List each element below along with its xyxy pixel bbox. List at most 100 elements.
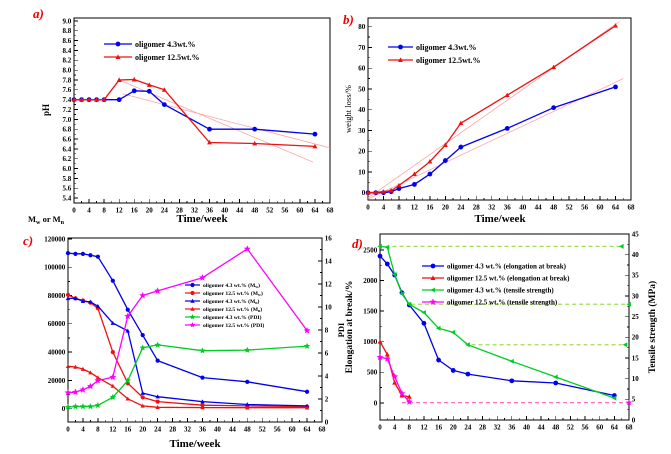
svg-text:45: 45	[632, 230, 640, 238]
svg-text:10: 10	[358, 168, 366, 176]
panel-b: 0 4 8 12 16 20 24 28 32 36 40 44 48 52 56 60 64 68Time/we…	[343, 12, 635, 225]
svg-text:8: 8	[325, 326, 329, 334]
svg-text:7.8: 7.8	[62, 76, 71, 84]
y-axis-left-c: 0 20000 40000 60000 80000 100000 120000	[44, 235, 72, 413]
svg-text:6.0: 6.0	[62, 165, 71, 173]
svg-text:6.2: 6.2	[62, 155, 71, 163]
panel-c: 0 4 8 12 16 20 24 28 32 36 40 44 48 52 56 60 64 68Time/we…	[23, 214, 346, 450]
legend-item-oligomer-12.5-wt.-m-w: oligomer 12.5 wt.% (Mw)	[185, 290, 263, 297]
svg-text:48: 48	[244, 426, 252, 434]
x-axis-b: 0 4 8 12 16 20 24 28 32 36 40 44 48 52 56 60 64 68Time/we…	[366, 196, 635, 225]
svg-text:14: 14	[325, 257, 333, 265]
legend-item-oligomer-12.5-wt.-pdi: oligomer 12.5 wt.% (PDI)	[185, 322, 264, 329]
legend-item-oligomer-12.5-wt.-tensile-strength: oligomer 12.5 wt.% (tensile strength)	[422, 298, 558, 307]
svg-text:oligomer 12.5 wt.% (PDI): oligomer 12.5 wt.% (PDI)	[203, 322, 264, 329]
series-oligomer-4.3-wt.-pdi	[64, 341, 311, 410]
svg-text:16: 16	[124, 426, 132, 434]
svg-text:16: 16	[435, 424, 443, 432]
svg-text:32: 32	[191, 207, 199, 215]
svg-text:40: 40	[214, 426, 222, 434]
svg-text:a): a)	[33, 6, 44, 21]
svg-text:oligomer 4.3 wt.% (Mw): oligomer 4.3 wt.% (Mw)	[203, 282, 260, 289]
svg-text:40000: 40000	[48, 349, 66, 357]
svg-text:32: 32	[184, 426, 192, 434]
y-axis-right-c: 0 2 4 6 8 10 12 14 16 PDI	[318, 234, 346, 426]
legend-item-oligomer-12.5-wt.-m-n: oligomer 12.5 wt.% (Mn)	[185, 306, 262, 313]
svg-text:8: 8	[102, 207, 106, 215]
svg-text:c): c)	[23, 233, 33, 248]
x-axis-c: 0 4 8 12 16 20 24 28 32 36 40 44 48 52 56 60 64 68Time/we…	[66, 418, 326, 450]
svg-text:oligomer 12.5 wt.% (elongation: oligomer 12.5 wt.% (elongation at break)	[447, 275, 570, 283]
svg-text:oligomer 4.3 wt.% (PDI): oligomer 4.3 wt.% (PDI)	[203, 314, 262, 321]
y-axis-left-d: 0 500 1000 1500 2000 2500 Elongation at break/…	[345, 246, 384, 407]
svg-text:4: 4	[382, 204, 386, 212]
svg-text:10: 10	[632, 375, 640, 383]
series-oligomer-4.3-wt.-tensile-strength	[377, 243, 617, 401]
svg-text:36: 36	[504, 204, 512, 212]
svg-text:12: 12	[411, 204, 419, 212]
svg-text:100000: 100000	[44, 264, 66, 272]
svg-text:52: 52	[266, 207, 274, 215]
svg-text:0: 0	[366, 204, 370, 212]
svg-text:0: 0	[325, 418, 329, 426]
svg-text:52: 52	[566, 204, 574, 212]
svg-text:68: 68	[319, 426, 327, 434]
svg-text:32: 32	[494, 424, 502, 432]
svg-text:64: 64	[311, 207, 319, 215]
svg-text:56: 56	[582, 424, 590, 432]
svg-text:48: 48	[550, 204, 558, 212]
svg-text:36: 36	[508, 424, 516, 432]
legend-b: oligomer 4.3wt.% oligomer 12.5wt.%	[388, 43, 481, 65]
svg-text:68: 68	[327, 207, 335, 215]
svg-text:60: 60	[358, 65, 366, 73]
svg-text:oligomer 12.5 wt.% (tensile st: oligomer 12.5 wt.% (tensile strength)	[447, 299, 558, 307]
svg-text:oligomer 4.3wt.%: oligomer 4.3wt.%	[135, 40, 196, 49]
series-oligomer-12.5-wt.-tensile-strength	[376, 353, 413, 405]
svg-text:44: 44	[236, 207, 244, 215]
svg-text:oligomer 4.3 wt.% (Mn): oligomer 4.3 wt.% (Mn)	[203, 298, 259, 305]
svg-text:b): b)	[343, 12, 354, 27]
svg-text:4: 4	[393, 424, 397, 432]
svg-text:44: 44	[535, 204, 543, 212]
x-axis-a: 0 4 8 12 16 20 24 28 32 36 40 44 48 52 56 60 64 68Time/we…	[72, 199, 334, 225]
svg-text:30: 30	[358, 127, 366, 135]
legend-item-oligomer-4.3-wt.-tensile-strength: oligomer 4.3 wt.% (tensile strength)	[422, 287, 554, 295]
svg-text:40: 40	[358, 106, 366, 114]
svg-text:0: 0	[62, 405, 66, 413]
svg-text:25: 25	[632, 313, 640, 321]
svg-text:35: 35	[632, 272, 640, 280]
svg-text:28: 28	[479, 424, 487, 432]
svg-text:4: 4	[325, 372, 329, 380]
svg-text:PDI: PDI	[336, 322, 346, 337]
svg-text:60000: 60000	[48, 320, 66, 328]
svg-text:56: 56	[581, 204, 589, 212]
series-oligomer-12.5wt.	[365, 23, 618, 195]
svg-text:40: 40	[632, 251, 640, 259]
svg-text:60: 60	[296, 207, 304, 215]
svg-text:Time/week: Time/week	[176, 213, 228, 225]
svg-text:68: 68	[628, 204, 636, 212]
legend-item-oligomer-12.5wt.: oligomer 12.5wt.%	[104, 53, 200, 62]
svg-text:30: 30	[632, 292, 640, 300]
svg-text:48: 48	[251, 207, 259, 215]
svg-text:10: 10	[325, 303, 333, 311]
svg-text:28: 28	[473, 204, 481, 212]
svg-text:16: 16	[131, 207, 139, 215]
svg-text:9.0: 9.0	[62, 17, 71, 25]
series-oligomer-4.3wt.	[365, 84, 618, 196]
svg-text:oligomer 4.3 wt.% (elongation: oligomer 4.3 wt.% (elongation at break)	[447, 263, 567, 271]
svg-text:0: 0	[362, 189, 366, 197]
legend-item-oligomer-4.3wt.: oligomer 4.3wt.%	[104, 40, 196, 49]
svg-text:0: 0	[72, 207, 76, 215]
svg-text:56: 56	[281, 207, 289, 215]
svg-text:80: 80	[358, 23, 366, 31]
svg-text:36: 36	[206, 207, 214, 215]
svg-text:24: 24	[154, 426, 162, 434]
x-axis-d: 0 4 8 12 16 20 24 28 32 36 40 44 48 52 56 60 64 68	[378, 416, 633, 432]
svg-text:16: 16	[426, 204, 434, 212]
svg-text:weight loss/%: weight loss/%	[343, 85, 353, 133]
svg-text:1500: 1500	[363, 307, 378, 315]
svg-text:8.0: 8.0	[62, 67, 71, 75]
